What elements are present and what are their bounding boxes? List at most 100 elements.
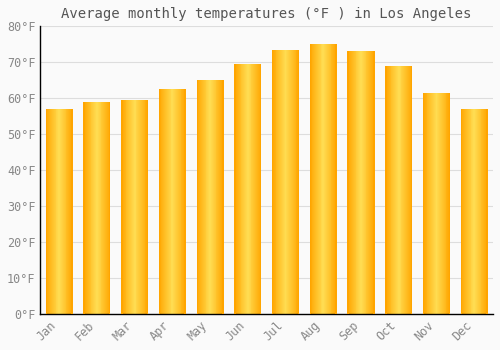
Bar [327,44,328,314]
Bar [46,109,47,314]
Bar [443,93,444,314]
Bar [475,109,476,314]
Bar [468,109,469,314]
Bar [170,89,172,314]
Bar [257,64,258,314]
Bar [386,66,387,314]
Bar [289,50,290,314]
Bar [52,109,53,314]
Bar [387,66,388,314]
Bar [480,109,482,314]
Bar [208,80,209,314]
Bar [144,100,146,314]
Bar [486,109,487,314]
Bar [182,89,183,314]
Bar [336,44,337,314]
Bar [53,109,54,314]
Bar [68,109,69,314]
Bar [103,102,104,314]
Bar [172,89,174,314]
Bar [86,102,87,314]
Bar [394,66,395,314]
Bar [240,64,242,314]
Bar [485,109,486,314]
Bar [406,66,407,314]
Bar [325,44,326,314]
Bar [438,93,439,314]
Bar [56,109,58,314]
Bar [431,93,432,314]
Bar [439,93,440,314]
Bar [462,109,464,314]
Bar [352,51,353,314]
Bar [126,100,128,314]
Bar [236,64,237,314]
Bar [330,44,332,314]
Bar [317,44,318,314]
Bar [133,100,134,314]
Bar [478,109,480,314]
Bar [209,80,210,314]
Bar [66,109,68,314]
Bar [348,51,349,314]
Bar [254,64,255,314]
Bar [71,109,73,314]
Bar [58,109,59,314]
Bar [159,89,160,314]
Bar [255,64,256,314]
Bar [84,102,85,314]
Bar [359,51,360,314]
Bar [441,93,442,314]
Bar [71,109,72,314]
Bar [404,66,405,314]
Bar [390,66,392,314]
Bar [482,109,483,314]
Bar [356,51,358,314]
Bar [366,51,368,314]
Bar [281,50,282,314]
Bar [140,100,141,314]
Bar [272,50,274,314]
Bar [272,50,273,314]
Bar [59,109,60,314]
Bar [396,66,397,314]
Bar [315,44,316,314]
Bar [64,109,66,314]
Bar [291,50,292,314]
Bar [244,64,245,314]
Bar [320,44,322,314]
Bar [362,51,363,314]
Bar [136,100,138,314]
Bar [258,64,260,314]
Bar [214,80,216,314]
Bar [385,66,386,314]
Bar [371,51,372,314]
Bar [282,50,283,314]
Bar [324,44,325,314]
Bar [130,100,131,314]
Bar [333,44,334,314]
Bar [109,102,110,314]
Bar [312,44,314,314]
Bar [296,50,298,314]
Bar [199,80,200,314]
Bar [48,109,49,314]
Bar [235,64,236,314]
Bar [442,93,443,314]
Bar [432,93,433,314]
Bar [132,100,133,314]
Bar [298,50,299,314]
Bar [354,51,356,314]
Bar [143,100,144,314]
Bar [204,80,206,314]
Bar [348,51,349,314]
Bar [94,102,95,314]
Bar [174,89,175,314]
Bar [274,50,276,314]
Bar [407,66,408,314]
Bar [223,80,224,314]
Bar [364,51,366,314]
Bar [402,66,404,314]
Bar [400,66,402,314]
Bar [395,66,396,314]
